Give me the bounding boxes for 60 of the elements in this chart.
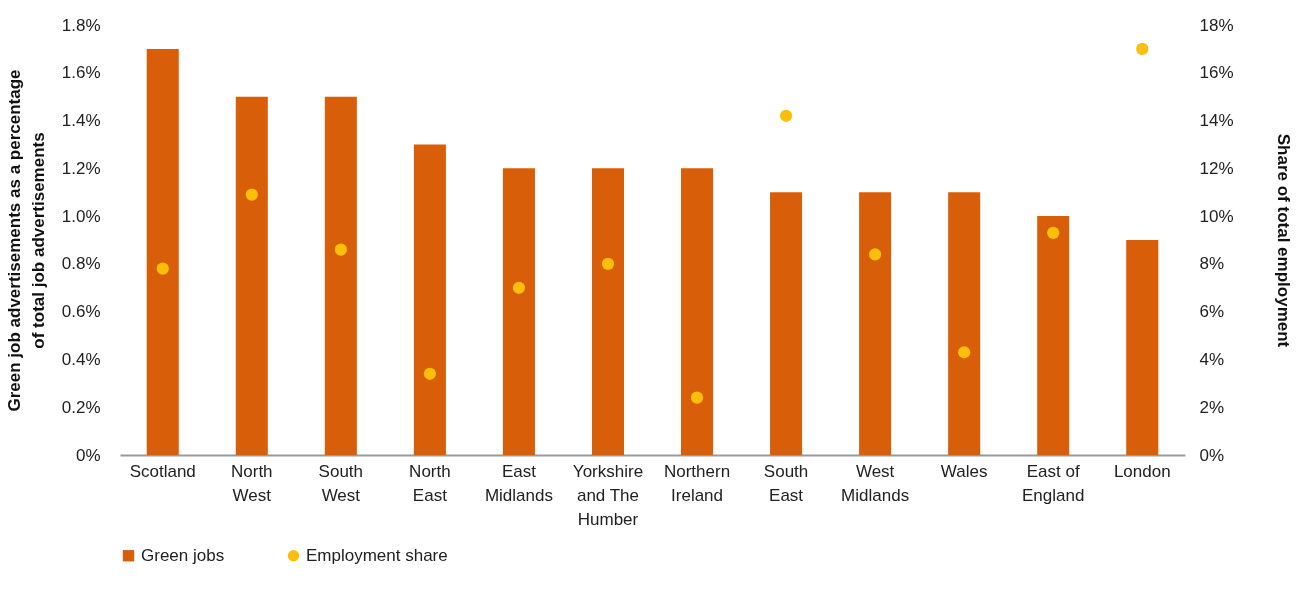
y-tick-label: 0.2%	[61, 397, 101, 417]
x-tick-label: East of England	[1022, 461, 1085, 505]
point	[512, 281, 526, 294]
x-tick-label: North West	[231, 461, 273, 505]
point	[868, 248, 882, 261]
y-axis-title: Green job advertisements as a percentage of total job advertisements	[4, 69, 48, 412]
bar	[1126, 240, 1159, 455]
y-tick-label: 0%	[75, 445, 101, 465]
bar	[859, 192, 892, 455]
y2-tick-label: 8%	[1199, 254, 1225, 274]
y-tick-label: 1.0%	[61, 206, 101, 226]
y2-tick-label: 10%	[1199, 206, 1234, 226]
bar	[680, 168, 714, 455]
point	[690, 391, 704, 404]
bar	[324, 96, 357, 455]
point	[779, 109, 793, 122]
y-tick-label: 1.2%	[61, 158, 101, 178]
bar	[146, 48, 179, 455]
y2-tick-label: 18%	[1199, 15, 1234, 35]
y2-tick-label: 16%	[1199, 63, 1234, 83]
y2-tick-label: 2%	[1199, 397, 1225, 417]
bar	[770, 192, 803, 455]
y-tick-label: 0.6%	[61, 302, 101, 322]
x-tick-label: East Midlands	[484, 461, 553, 505]
legend-label: Employment share	[306, 545, 448, 565]
x-tick-label: South West	[318, 461, 364, 505]
y2-tick-label: 12%	[1199, 158, 1234, 178]
point	[156, 262, 169, 275]
bar	[1037, 216, 1070, 455]
x-tick-label: Yorkshire and The Humber	[572, 461, 644, 529]
x-tick-label: North East	[409, 461, 451, 505]
point	[958, 346, 971, 359]
point	[245, 188, 258, 201]
y2-tick-label: 4%	[1199, 349, 1225, 369]
y2-tick-label: 0%	[1199, 445, 1225, 465]
bar	[413, 144, 446, 455]
x-tick-label: Wales	[940, 461, 988, 481]
point	[601, 257, 615, 270]
x-tick-label: Scotland	[129, 461, 196, 481]
y-tick-label: 0.8%	[61, 254, 101, 274]
y-tick-label: 1.8%	[61, 15, 101, 35]
y2-axis-title: Share of total employment	[1273, 133, 1293, 348]
point	[1136, 42, 1149, 55]
legend-label: Green jobs	[141, 545, 225, 565]
y2-tick-label: 6%	[1199, 302, 1225, 322]
point	[423, 367, 437, 380]
y2-tick-label: 14%	[1199, 111, 1234, 131]
y-tick-label: 1.4%	[61, 111, 101, 131]
point	[334, 243, 347, 256]
y-tick-label: 0.4%	[61, 349, 101, 369]
bar	[502, 168, 535, 455]
x-tick-label: South East	[763, 461, 809, 505]
point	[1047, 226, 1060, 239]
x-tick-label: Northern Ireland	[663, 461, 731, 505]
bar	[948, 192, 981, 455]
bar	[591, 168, 625, 455]
x-tick-label: London	[1113, 461, 1171, 481]
x-tick-label: West Midlands	[841, 461, 910, 505]
bar	[235, 96, 268, 455]
y-tick-label: 1.6%	[61, 63, 101, 83]
